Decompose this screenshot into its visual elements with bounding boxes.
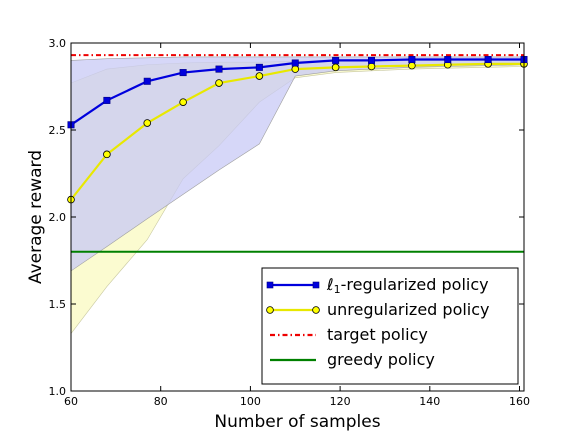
point-unregularized-policy [215, 79, 223, 87]
point-unregularized-policy [143, 119, 152, 127]
point-unregularized-policy [291, 65, 300, 73]
y-tick-label: 2.0 [49, 211, 67, 224]
point-regularized-policy [368, 56, 376, 64]
legend-marker [266, 306, 274, 314]
point-unregularized-policy [367, 62, 376, 71]
point-regularized-policy [255, 63, 263, 71]
legend-label-target-policy: target policy [327, 325, 428, 344]
point-unregularized-policy [103, 150, 111, 159]
point-regularized-policy [291, 59, 299, 67]
bands-layer [71, 56, 524, 335]
band-regularized-policy [71, 56, 524, 272]
x-tick-label: 100 [240, 395, 261, 408]
legend-label-regularized-policy: ℓ1-regularized policy [326, 275, 489, 296]
legend-box [261, 267, 519, 385]
y-tick-label: 3.0 [49, 37, 67, 50]
markers-layer [67, 56, 528, 204]
legend-marker [266, 281, 274, 289]
y-tick-label: 2.5 [49, 124, 67, 137]
legend-label-unregularized-policy: unregularized policy [327, 300, 490, 319]
point-regularized-policy [444, 56, 452, 64]
point-regularized-policy [408, 56, 416, 64]
point-regularized-policy [332, 56, 340, 64]
point-regularized-policy [484, 56, 492, 64]
legend: ℓ1-regularized policy unregularized polic… [261, 267, 519, 385]
x-tick-label: 120 [330, 395, 351, 408]
x-tick-label: 60 [64, 395, 78, 408]
x-tick-label: 80 [154, 395, 168, 408]
legend-label-greedy-policy: greedy policy [327, 350, 435, 369]
point-regularized-policy [143, 77, 151, 85]
legend-marker [312, 306, 320, 314]
y-axis-label: Average reward [26, 150, 46, 284]
y-tick-label: 1.5 [49, 298, 67, 311]
x-tick-label: 140 [419, 395, 440, 408]
point-unregularized-policy [408, 61, 416, 70]
y-tick-label: 1.0 [49, 385, 67, 398]
ticks-layer: 60 80 100 120 140 160 1.0 1.5 2.0 2.5 3.0 [49, 37, 531, 408]
point-unregularized-policy [255, 72, 264, 80]
point-regularized-policy [103, 96, 111, 104]
point-unregularized-policy [331, 63, 340, 72]
x-tick-label: 160 [509, 395, 530, 408]
x-axis-label: Number of samples [214, 412, 380, 432]
point-regularized-policy [215, 65, 223, 73]
point-regularized-policy [179, 69, 187, 77]
legend-marker [312, 281, 320, 289]
point-unregularized-policy [179, 98, 187, 106]
